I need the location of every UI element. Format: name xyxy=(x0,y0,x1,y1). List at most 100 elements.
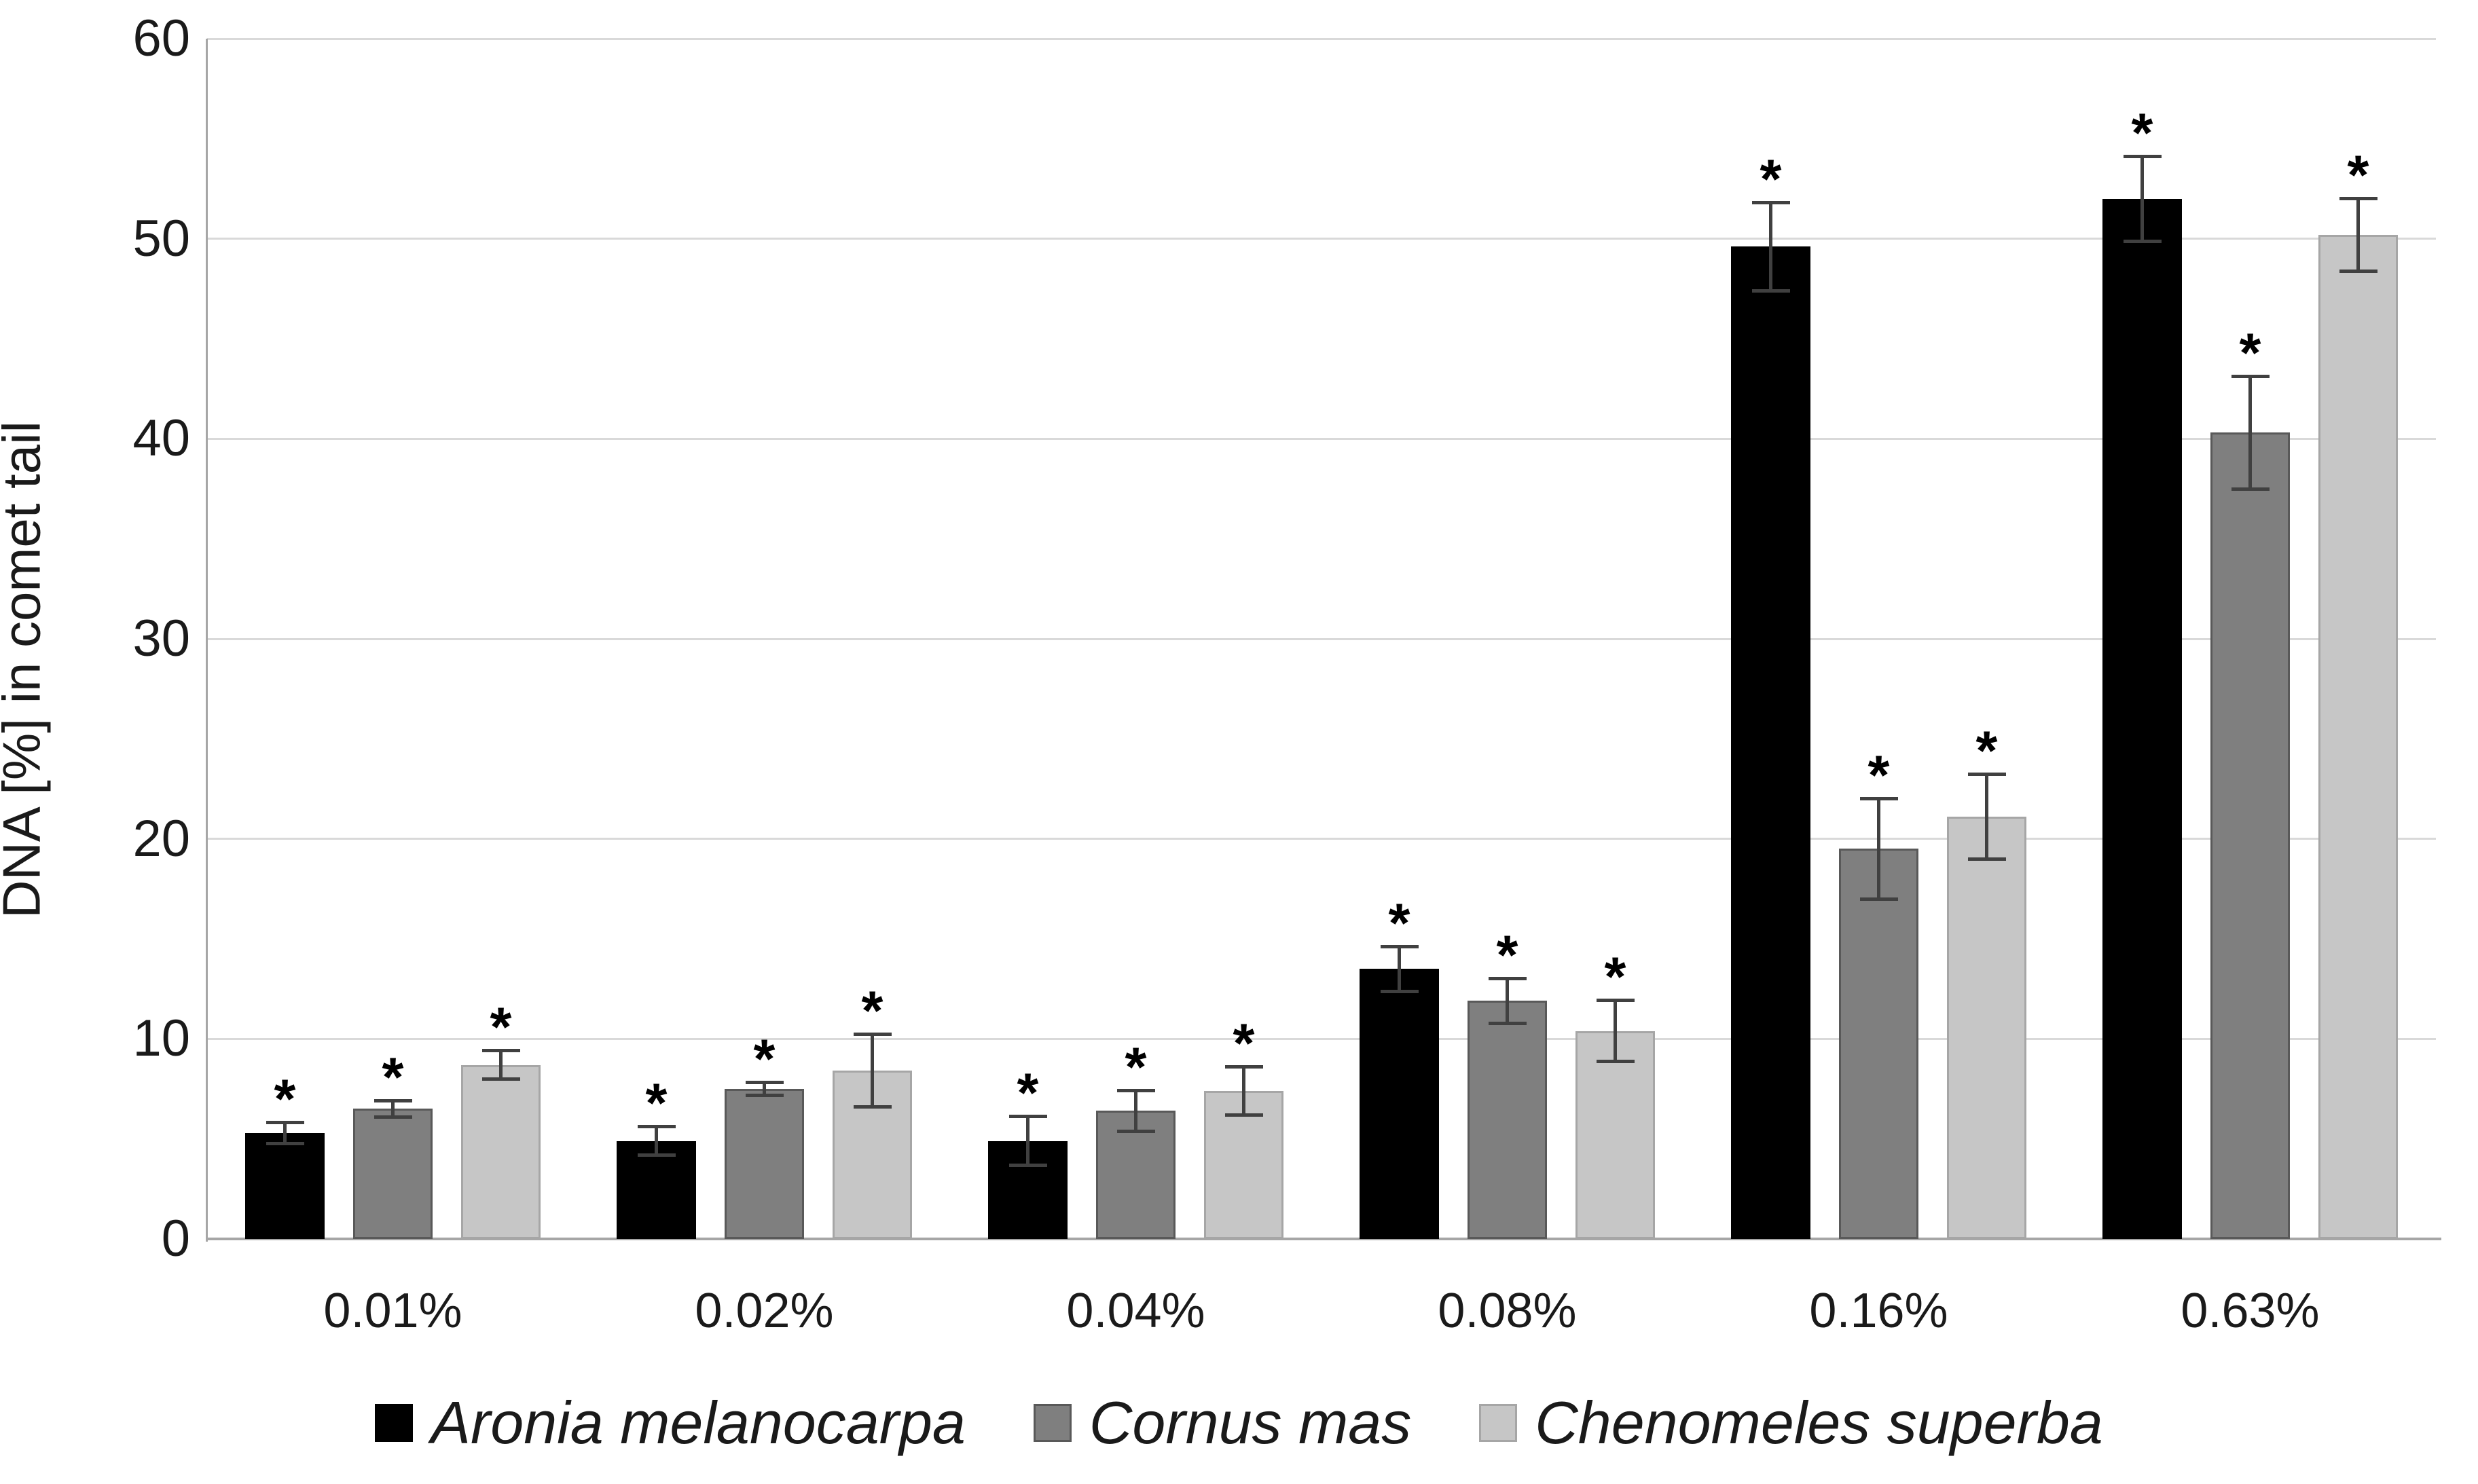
error-bar-cap-bottom xyxy=(2231,487,2270,491)
error-bar-cap-top xyxy=(1596,999,1635,1003)
error-bar-cap-bottom xyxy=(1967,857,2006,861)
error-bar-cap-bottom xyxy=(1596,1059,1635,1063)
significance-asterisk: * xyxy=(1233,1012,1255,1075)
error-bar xyxy=(283,1121,287,1145)
error-bar-cap-top xyxy=(2123,154,2162,158)
y-tick-label: 60 xyxy=(132,10,190,67)
error-bar-cap-top xyxy=(1488,976,1527,980)
error-bar-cap-bottom xyxy=(373,1115,412,1119)
error-bar-cap-top xyxy=(481,1049,520,1053)
significance-asterisk: * xyxy=(1496,924,1518,986)
error-bar-cap-bottom xyxy=(1751,289,1790,293)
error-bar xyxy=(1877,796,1880,901)
legend-item: Aronia melanocarpa xyxy=(375,1386,966,1460)
error-bar-cap-top xyxy=(1967,773,2006,777)
legend-swatch-icon xyxy=(1033,1404,1072,1442)
legend-item: Chenomeles superba xyxy=(1479,1386,2103,1460)
error-bar-cap-bottom xyxy=(1224,1113,1263,1117)
significance-asterisk: * xyxy=(1388,892,1410,954)
y-tick-label: 10 xyxy=(132,1009,190,1068)
error-bar-cap-bottom xyxy=(266,1141,304,1145)
error-bar-cap-bottom xyxy=(1008,1163,1047,1167)
error-bar-cap-top xyxy=(637,1125,676,1129)
error-bar-cap-top xyxy=(745,1081,784,1085)
significance-asterisk: * xyxy=(861,980,883,1043)
x-tick-label: 0.02% xyxy=(695,1284,834,1338)
error-bar-cap-top xyxy=(1859,796,1898,800)
bar-0.02%-series-0 xyxy=(617,1140,696,1239)
error-bar-cap-bottom xyxy=(637,1153,676,1157)
gridline-40 xyxy=(207,437,2436,440)
error-bar xyxy=(1506,976,1509,1025)
error-bar xyxy=(2248,375,2252,491)
bar-0.08%-series-2 xyxy=(1575,1031,1655,1239)
y-tick-label: 20 xyxy=(132,809,190,868)
legend-swatch-icon xyxy=(1479,1404,1518,1442)
x-tick-label: 0.01% xyxy=(323,1284,462,1338)
error-bar xyxy=(1769,200,1772,293)
error-bar xyxy=(1985,773,1988,861)
error-bar xyxy=(655,1125,658,1157)
legend-item-label: Cornus mas xyxy=(1089,1389,1412,1456)
error-bar-cap-top xyxy=(373,1098,412,1102)
error-bar xyxy=(2356,196,2360,273)
x-tick-label: 0.04% xyxy=(1066,1284,1205,1338)
error-bar xyxy=(1614,999,1617,1063)
bar-0.04%-series-1 xyxy=(1096,1111,1176,1239)
significance-asterisk: * xyxy=(2347,144,2369,206)
error-bar-cap-bottom xyxy=(745,1093,784,1097)
error-bar-cap-top xyxy=(1380,944,1419,948)
error-bar-cap-bottom xyxy=(853,1105,892,1109)
error-bar xyxy=(1242,1064,1245,1117)
error-bar-cap-top xyxy=(1008,1115,1047,1119)
bar-0.02%-series-1 xyxy=(725,1089,804,1239)
y-tick-label: 0 xyxy=(161,1210,190,1267)
significance-asterisk: * xyxy=(1760,148,1782,210)
error-bar-cap-bottom xyxy=(1488,1021,1527,1025)
y-tick-label: 40 xyxy=(132,409,190,468)
bar-0.16%-series-2 xyxy=(1947,817,2026,1239)
bar-0.01%-series-0 xyxy=(245,1132,325,1239)
error-bar-cap-bottom xyxy=(2123,239,2162,243)
error-bar-cap-bottom xyxy=(481,1077,520,1081)
bar-0.63%-series-2 xyxy=(2318,234,2398,1239)
significance-asterisk: * xyxy=(2239,322,2261,385)
legend-item-label: Chenomeles superba xyxy=(1535,1389,2103,1456)
error-bar-cap-bottom xyxy=(1116,1129,1155,1133)
error-bar-cap-top xyxy=(1751,200,1790,204)
x-axis-line xyxy=(206,1238,2441,1240)
y-axis-title: DNA [%] in comet tail xyxy=(0,421,52,919)
gridline-20 xyxy=(207,838,2436,840)
bar-0.04%-series-0 xyxy=(988,1140,1068,1239)
legend-item-label: Aronia melanocarpa xyxy=(431,1389,966,1456)
significance-asterisk: * xyxy=(274,1069,296,1131)
error-bar xyxy=(1398,944,1401,993)
error-bar-cap-top xyxy=(2339,196,2377,200)
bar-0.01%-series-1 xyxy=(353,1109,433,1239)
error-bar-cap-top xyxy=(266,1121,304,1125)
bar-0.63%-series-0 xyxy=(2102,198,2182,1239)
error-bar xyxy=(871,1033,874,1109)
significance-asterisk: * xyxy=(753,1028,776,1091)
significance-asterisk: * xyxy=(490,997,512,1059)
error-bar xyxy=(2140,154,2144,243)
legend-swatch-icon xyxy=(375,1404,414,1442)
error-bar-cap-top xyxy=(2231,375,2270,379)
x-tick-label: 0.63% xyxy=(2181,1284,2320,1338)
gridline-10 xyxy=(207,1037,2436,1040)
significance-asterisk: * xyxy=(1604,946,1626,1009)
bar-0.16%-series-1 xyxy=(1839,849,1918,1239)
significance-asterisk: * xyxy=(1125,1037,1147,1098)
significance-asterisk: * xyxy=(645,1073,668,1135)
error-bar xyxy=(1134,1089,1137,1133)
gridline-30 xyxy=(207,637,2436,640)
legend-item: Cornus mas xyxy=(1033,1386,1412,1460)
legend: Aronia melanocarpa Cornus mas Chenomeles s… xyxy=(0,1386,2478,1460)
y-tick-label: 30 xyxy=(132,610,190,667)
error-bar-cap-top xyxy=(1116,1089,1155,1092)
error-bar-cap-bottom xyxy=(1859,897,1898,901)
error-bar-cap-bottom xyxy=(2339,269,2377,273)
error-bar xyxy=(391,1098,395,1119)
gridline-60 xyxy=(207,37,2436,40)
